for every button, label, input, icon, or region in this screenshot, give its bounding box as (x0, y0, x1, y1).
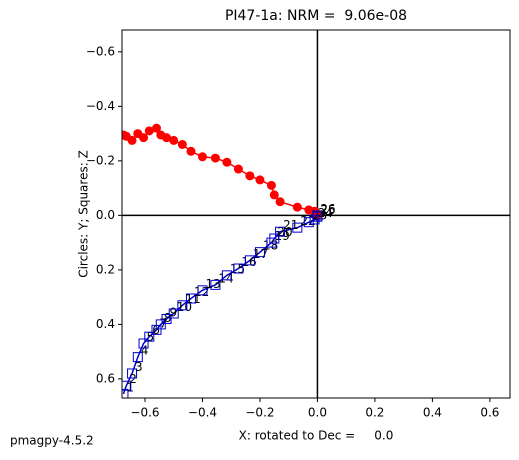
step-label: 8 (164, 311, 172, 325)
point (132, 352, 143, 363)
x-tick-label: −0.6 (130, 406, 159, 420)
series-line (123, 127, 319, 216)
chart-title: PI47-1a: NRM = 9.06e-08 (225, 8, 407, 24)
y-tick-label: −0.6 (86, 44, 115, 58)
x-axis-label: X: rotated to Dec = 0.0 (239, 429, 394, 443)
point (168, 308, 179, 319)
x-tick-label: 0.0 (308, 406, 327, 420)
point (139, 133, 149, 143)
footer: pmagpy-4.5.2 (10, 434, 94, 448)
point (222, 157, 232, 167)
point (292, 222, 303, 233)
point (197, 285, 208, 296)
point (127, 368, 138, 379)
step-label: 9 (170, 305, 178, 319)
point (155, 319, 166, 330)
y-axis-label: Circles: Y; Squares: Z (77, 150, 91, 278)
point (177, 300, 188, 311)
point (197, 152, 207, 162)
point (144, 331, 155, 342)
step-label: 11 (185, 292, 200, 306)
point (269, 233, 280, 244)
y-tick-label: −0.2 (86, 153, 115, 167)
point (275, 226, 286, 237)
step-label: 2 (129, 372, 137, 386)
y-tick-label: 0.4 (96, 317, 115, 331)
step-label: 1 (126, 380, 134, 394)
point (269, 190, 279, 200)
step-label: 4 (141, 344, 149, 358)
point (255, 175, 265, 185)
step-label: 26 (320, 202, 335, 216)
step-label: 21 (283, 218, 298, 232)
point (254, 247, 265, 258)
axes-frame (121, 29, 511, 399)
series-line (122, 215, 319, 395)
point (210, 153, 220, 163)
y-tick-label: 0.2 (96, 262, 115, 276)
y-tick-label: 0.6 (96, 371, 115, 385)
point (210, 279, 221, 290)
point (312, 210, 323, 221)
point (233, 164, 243, 174)
point (138, 338, 149, 349)
point (162, 133, 172, 143)
x-tick-label: 0.2 (365, 406, 384, 420)
point (144, 126, 154, 136)
step-label: 3 (135, 360, 143, 374)
point (186, 146, 196, 156)
x-tick-label: −0.4 (188, 406, 217, 420)
point (169, 135, 179, 145)
point (275, 197, 285, 207)
point (151, 123, 161, 133)
point (161, 313, 172, 324)
y-tick-label: 0.0 (96, 208, 115, 222)
y-tick-label: −0.4 (86, 99, 115, 113)
point (122, 388, 129, 398)
point (245, 171, 255, 181)
step-label: 5 (147, 330, 155, 344)
point (185, 293, 196, 304)
step-label: 24 (318, 206, 333, 220)
point (266, 180, 276, 190)
x-tick-label: 0.6 (480, 406, 499, 420)
x-tick-label: 0.4 (423, 406, 442, 420)
x-tick-label: −0.2 (245, 406, 274, 420)
step-label: 6 (152, 323, 160, 337)
point (127, 135, 137, 145)
point (177, 139, 187, 149)
point (221, 270, 232, 281)
point (244, 255, 255, 266)
step-label: 25 (320, 203, 335, 217)
point (303, 217, 314, 228)
point (233, 263, 244, 274)
point (292, 202, 302, 212)
point (122, 380, 132, 391)
